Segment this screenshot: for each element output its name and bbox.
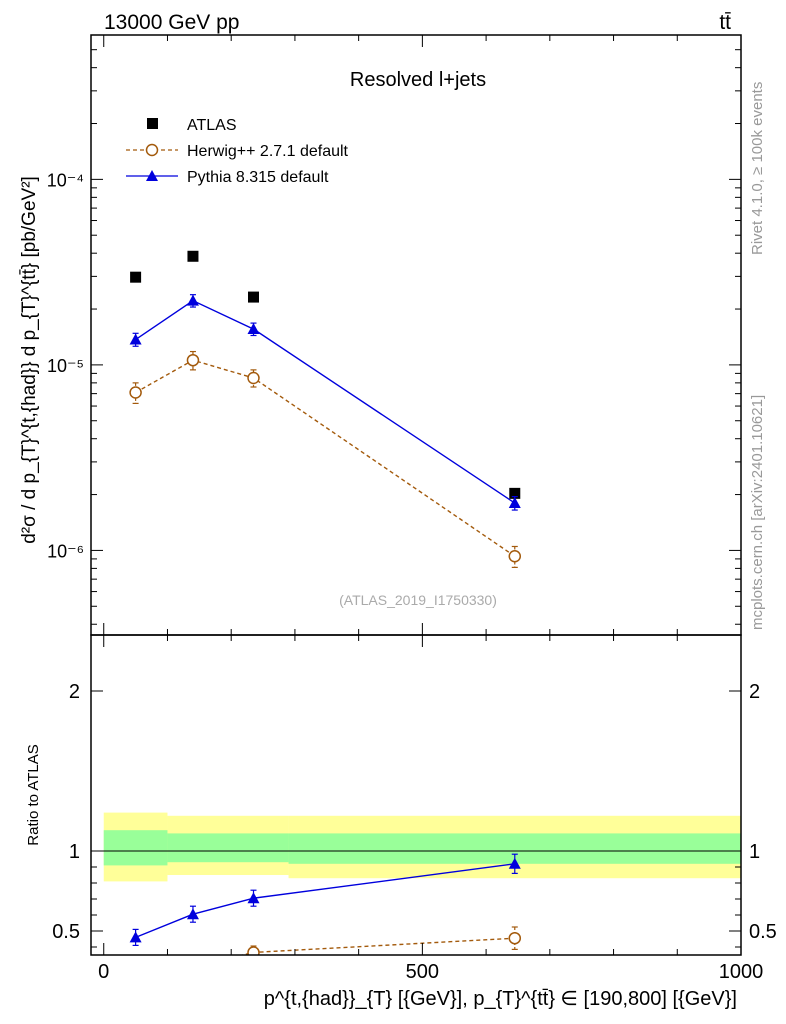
analysis-watermark: (ATLAS_2019_I1750330): [339, 592, 497, 608]
ratio-ytick-label-left: 1: [69, 841, 80, 863]
ratio-markers: [129, 853, 522, 978]
atlas-point: [509, 487, 521, 499]
ratio-bands: [103, 812, 741, 882]
herwig-point: [186, 353, 200, 367]
legend-entry-pythia: Pythia 8.315 default: [126, 169, 329, 186]
legend-entry-herwig: Herwig++ 2.7.1 default: [126, 143, 349, 160]
ratio-band-green: [167, 833, 289, 863]
header-left: 13000 GeV pp: [104, 11, 239, 34]
pythia-point: [186, 294, 199, 306]
ratio-frame: [90, 634, 742, 956]
legend-marker-pythia: [146, 170, 158, 181]
pythia-point: [129, 333, 142, 345]
xtick-label: 1000: [719, 961, 764, 983]
legend: ATLAS Herwig++ 2.7.1 default Pythia 8.31…: [126, 117, 349, 186]
ratio-lines: [135, 863, 515, 955]
herwig-point: [508, 550, 522, 563]
legend-label-herwig: Herwig++ 2.7.1 default: [187, 143, 349, 160]
legend-marker-herwig: [145, 143, 159, 157]
header-right: tt̄: [719, 11, 731, 34]
main-panel: 10⁻⁶ 10⁻⁵ 10⁻⁴ Resolved l+jets (ATLAS_2019…: [19, 34, 742, 636]
mcplots-label: mcplots.cern.ch [arXiv:2401.10621]: [749, 395, 766, 630]
herwig-line: [135, 359, 516, 557]
main-ytick-label: 10⁻⁴: [47, 170, 84, 190]
ratio-herwig-point: [130, 967, 141, 978]
ratio-herwig-point: [508, 931, 522, 945]
main-lines: [135, 299, 516, 557]
main-ytick-label: 10⁻⁶: [47, 541, 84, 561]
atlas-point: [248, 291, 259, 303]
ratio-ylabel: Ratio to ATLAS: [25, 744, 42, 845]
ratio-pythia-point: [129, 931, 142, 943]
legend-label-pythia: Pythia 8.315 default: [187, 169, 329, 186]
atlas-point: [187, 250, 199, 262]
rivet-label: Rivet 4.1.0, ≥ 100k events: [749, 82, 766, 255]
main-ticks: [91, 35, 742, 635]
ratio-band-green: [103, 830, 168, 866]
ratio-herwig-point: [247, 946, 260, 955]
legend-marker-atlas: [147, 118, 158, 129]
xtick-label: 0: [98, 961, 109, 983]
ratio-ytick-label-right: 2: [749, 681, 760, 703]
ratio-ticks: [91, 635, 742, 955]
pythia-line: [135, 299, 516, 504]
pythia-point: [508, 497, 521, 509]
panel-title: Resolved l+jets: [350, 69, 486, 91]
main-markers: [129, 250, 522, 568]
x-axis-label: p^{t,{had}}_{T} [{GeV}], p_{T}^{tt̄} ∈ […: [264, 988, 737, 1010]
herwig-point: [129, 386, 142, 399]
atlas-point: [130, 271, 142, 283]
main-ytick-label: 10⁻⁵: [47, 356, 84, 376]
ratio-panel: 0.5 0.5 1 1 2 2 0 500 1000 Ratio to ATLAS p^{t,…: [25, 634, 777, 1010]
ratio-ytick-labels: 0.5 0.5 1 1 2 2: [52, 681, 777, 943]
ratio-pythia-point: [508, 857, 521, 869]
ratio-pythia-point: [247, 892, 260, 904]
main-ytick-labels: 10⁻⁶ 10⁻⁵ 10⁻⁴: [47, 170, 84, 561]
ratio-ytick-label-right: 0.5: [749, 921, 777, 943]
ratio-ytick-label-left: 0.5: [52, 921, 80, 943]
xtick-label: 500: [406, 961, 439, 983]
ratio-pythia-line: [135, 863, 515, 939]
legend-entry-atlas: ATLAS: [147, 117, 237, 134]
legend-label-atlas: ATLAS: [187, 117, 237, 134]
ratio-ytick-label-right: 1: [749, 841, 760, 863]
main-ylabel: d²σ / d p_{T}^{t,{had}} d p_{T}^{tt̄} [p…: [19, 176, 40, 544]
ratio-ytick-label-left: 2: [69, 681, 80, 703]
ratio-herwig-point: [187, 962, 198, 973]
ratio-pythia-point: [186, 908, 199, 920]
herwig-point: [247, 371, 260, 385]
ratio-xtick-labels: 0 500 1000: [98, 961, 763, 983]
pythia-point: [247, 323, 260, 335]
